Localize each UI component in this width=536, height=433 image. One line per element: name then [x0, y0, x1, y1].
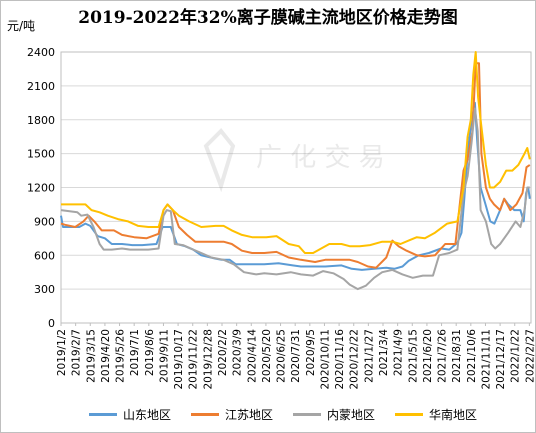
- x-tick-label: 2020/11/16: [334, 329, 346, 390]
- x-tick-label: 2019/5/26: [115, 329, 127, 383]
- x-tick-label: 2019/10/17: [173, 329, 185, 390]
- x-tick-label: 2019/1/2: [56, 329, 68, 376]
- x-tick-label: 2020/2/2: [217, 329, 229, 376]
- y-tick-label: 1800: [27, 114, 55, 127]
- legend-label-shandong: 山东地区: [123, 408, 172, 422]
- legend-swatch-jiangsu: [191, 413, 220, 416]
- watermark-text: 广 化 交 易: [256, 143, 385, 173]
- legend-label-jiangsu: 江苏地区: [225, 408, 274, 422]
- chart-title: 2019-2022年32%离子膜碱主流地区价格走势图: [78, 8, 458, 28]
- y-tick-label: 0: [48, 317, 55, 330]
- grid-layer: [61, 51, 531, 324]
- x-tick-label: 2019/11/22: [188, 329, 200, 390]
- x-tick-label: 2021/6/20: [422, 329, 434, 383]
- y-tick-label: 600: [34, 249, 55, 262]
- y-tick-label: 1500: [27, 148, 55, 161]
- legend-label-neimeng: 内蒙地区: [327, 408, 376, 422]
- y-tick-label: 2100: [27, 80, 55, 93]
- x-tick-label: 2021/4/9: [393, 329, 405, 376]
- x-tick-label: 2020/5/20: [261, 329, 273, 383]
- watermark-logo: 广 化 交 易: [203, 128, 385, 193]
- x-tick-label: 2021/8/31: [451, 329, 463, 383]
- legend-swatch-neimeng: [293, 413, 322, 416]
- legend-item-shandong: 山东地区: [89, 406, 171, 423]
- y-axis-unit-label: 元/吨: [7, 19, 36, 33]
- legend-item-huanan: 华南地区: [395, 406, 477, 423]
- x-tick-label: 2019/7/1: [129, 329, 141, 376]
- y-tick-label: 2400: [27, 46, 55, 59]
- series-line-0: [60, 101, 531, 271]
- x-tick-label: 2019/4/20: [100, 329, 112, 383]
- x-tick-label: 2020/7/31: [290, 329, 302, 383]
- series-layer: [60, 51, 531, 291]
- x-tick-label: 2020/3/9: [232, 329, 244, 376]
- x-tick-label: 2021/7/26: [437, 329, 449, 383]
- x-tick-label: 2021/1/27: [363, 329, 375, 383]
- x-tick-label: 2020/6/25: [276, 329, 288, 383]
- x-tick-label: 2019/12/28: [202, 329, 214, 390]
- x-tick-label: 2019/2/7: [71, 329, 83, 376]
- series-line-1: [60, 62, 531, 269]
- y-tick-label: 1200: [27, 182, 55, 195]
- plot-area-border: [60, 51, 532, 324]
- legend-item-jiangsu: 江苏地区: [191, 406, 273, 423]
- x-tick-label: 2021/5/15: [407, 329, 419, 383]
- y-tick-label: 900: [34, 215, 55, 228]
- x-tick-label: 2020/4/14: [246, 329, 258, 383]
- x-tick-label: 2019/8/6: [144, 329, 156, 376]
- x-tick-label: 2020/12/22: [349, 329, 361, 390]
- legend-label-huanan: 华南地区: [429, 408, 478, 422]
- legend-swatch-huanan: [395, 413, 424, 416]
- series-line-3: [61, 51, 531, 254]
- x-tick-label: 2022/2/27: [524, 329, 535, 383]
- x-tick-label: 2022/1/22: [510, 329, 522, 383]
- x-tick-label: 2021/10/6: [466, 329, 478, 383]
- x-tick-label: 2020/10/11: [319, 329, 331, 390]
- chart-legend: 山东地区 江苏地区 内蒙地区 华南地区: [89, 406, 477, 423]
- y-tick-label: 300: [34, 283, 55, 296]
- legend-swatch-shandong: [89, 413, 117, 416]
- series-line-2: [60, 107, 530, 291]
- x-tick-label: 2019/9/11: [158, 329, 170, 383]
- legend-item-neimeng: 内蒙地区: [293, 406, 375, 423]
- x-tick-label: 2020/9/5: [305, 329, 317, 376]
- watermark-mark-icon: [203, 128, 236, 193]
- x-tick-label: 2021/3/4: [378, 329, 390, 376]
- x-tick-label: 2019/3/15: [85, 329, 97, 383]
- x-tick-label: 2021/11/11: [480, 329, 492, 390]
- x-tick-label: 2021/12/17: [495, 329, 507, 390]
